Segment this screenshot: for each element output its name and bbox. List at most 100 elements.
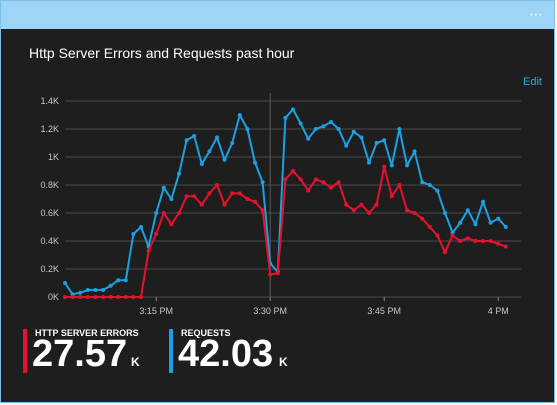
data-point-requests xyxy=(458,220,463,225)
data-point-requests xyxy=(199,162,204,166)
y-tick-label: 1.2K xyxy=(40,124,59,134)
data-point-requests xyxy=(192,134,197,138)
data-point-errors xyxy=(458,239,463,243)
data-point-requests xyxy=(123,278,128,283)
data-point-requests xyxy=(481,199,485,204)
data-point-requests xyxy=(108,283,113,288)
data-point-requests xyxy=(351,129,356,134)
data-point-errors xyxy=(427,225,432,229)
data-point-requests xyxy=(435,188,440,193)
data-point-errors xyxy=(465,236,470,241)
data-point-requests xyxy=(116,278,121,283)
requests-unit: K xyxy=(279,355,288,369)
ellipsis-icon[interactable]: ⋯ xyxy=(529,6,544,22)
data-point-errors xyxy=(177,211,181,215)
y-tick-label: 0.6K xyxy=(40,208,59,218)
y-tick-label: 0.8K xyxy=(40,180,59,190)
edit-link[interactable]: Edit xyxy=(523,76,542,88)
data-point-errors xyxy=(192,194,197,199)
data-point-errors xyxy=(146,248,151,253)
data-point-requests xyxy=(169,197,174,201)
data-point-requests xyxy=(139,225,143,229)
x-tick-label: 3:15 PM xyxy=(139,306,173,316)
data-point-requests xyxy=(450,230,455,235)
y-tick-label: 0.4K xyxy=(40,236,59,246)
data-point-requests xyxy=(101,288,105,292)
data-point-errors xyxy=(405,208,409,213)
data-point-errors xyxy=(184,194,189,199)
data-point-errors xyxy=(420,216,425,221)
data-point-requests xyxy=(397,127,402,131)
errors-unit: K xyxy=(131,355,140,369)
requests-color-bar xyxy=(169,329,173,373)
data-point-errors xyxy=(245,197,250,201)
data-point-requests xyxy=(93,288,98,292)
data-point-requests xyxy=(443,211,447,215)
data-point-errors xyxy=(161,211,166,215)
data-point-errors xyxy=(237,191,242,196)
data-point-errors xyxy=(283,177,288,182)
data-point-errors xyxy=(344,202,349,207)
data-point-errors xyxy=(306,188,311,193)
data-point-requests xyxy=(260,180,265,185)
data-point-requests xyxy=(291,107,295,112)
data-point-requests xyxy=(154,211,159,215)
data-point-requests xyxy=(85,288,90,292)
data-point-requests xyxy=(488,220,493,225)
data-point-requests xyxy=(382,138,387,143)
data-point-requests xyxy=(63,281,67,285)
data-point-requests xyxy=(496,216,501,221)
data-point-requests xyxy=(359,135,364,140)
data-point-requests xyxy=(465,208,470,213)
data-point-errors xyxy=(123,295,128,299)
data-point-errors xyxy=(321,180,326,185)
y-tick-label: 1.4K xyxy=(40,96,59,106)
data-point-errors xyxy=(443,250,447,255)
data-point-requests xyxy=(412,149,417,154)
data-point-requests xyxy=(336,127,341,131)
line-chart: 0K 0.2K 0.4K 0.6K 0.8K 1K 1.2K 1.4K 3:15 PM 3:30 … xyxy=(40,93,521,316)
data-point-errors xyxy=(435,233,440,238)
data-point-errors xyxy=(481,239,485,243)
data-point-requests xyxy=(207,149,212,154)
data-point-errors xyxy=(260,208,265,213)
data-point-errors xyxy=(313,177,318,182)
data-point-requests xyxy=(131,232,136,236)
data-point-requests xyxy=(427,183,432,187)
requests-label: REQUESTS xyxy=(181,328,231,338)
data-point-requests xyxy=(70,292,75,297)
data-point-errors xyxy=(93,295,98,299)
data-point-requests xyxy=(177,171,181,176)
data-point-requests xyxy=(161,185,166,190)
errors-value: 27.57 xyxy=(32,333,128,375)
x-tick-label: 4 PM xyxy=(488,306,509,316)
data-point-errors xyxy=(329,185,333,190)
data-point-requests xyxy=(389,163,394,168)
data-point-requests xyxy=(329,120,333,124)
data-point-requests xyxy=(374,141,379,145)
data-point-errors xyxy=(450,233,455,238)
data-point-errors xyxy=(101,295,105,299)
data-point-requests xyxy=(367,160,371,165)
legend: HTTP SERVER ERRORS 27.57 K REQUESTS 42.0… xyxy=(1,326,554,401)
data-point-requests xyxy=(283,115,288,120)
y-tick-label: 1K xyxy=(48,152,59,162)
errors-label: HTTP SERVER ERRORS xyxy=(35,328,139,338)
data-point-requests xyxy=(245,127,250,131)
data-point-requests xyxy=(253,160,257,165)
data-point-errors xyxy=(222,202,227,207)
data-point-errors xyxy=(496,241,501,246)
y-tick-label: 0.2K xyxy=(40,264,59,274)
data-point-errors xyxy=(374,202,379,207)
data-point-errors xyxy=(298,177,303,182)
data-point-requests xyxy=(237,113,242,117)
data-point-requests xyxy=(405,163,409,168)
data-point-errors xyxy=(359,202,364,207)
data-point-errors xyxy=(207,191,212,196)
data-point-requests xyxy=(184,138,189,143)
data-point-errors xyxy=(154,232,159,236)
x-tick-label: 3:45 PM xyxy=(367,306,401,316)
data-point-errors xyxy=(116,295,121,299)
data-point-errors xyxy=(268,272,273,277)
